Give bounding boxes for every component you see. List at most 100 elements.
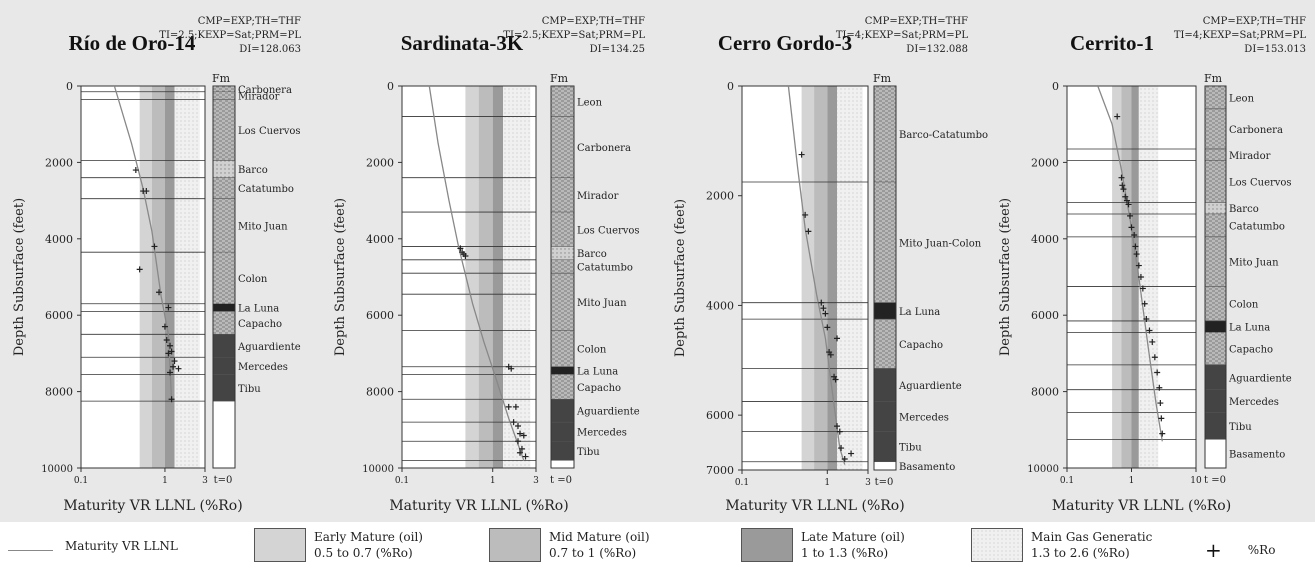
y-tick-label: 4000 [366, 233, 394, 246]
strat-layer [212, 91, 236, 100]
ro-data-point [161, 323, 168, 330]
strat-column-header: Fm [1204, 72, 1223, 85]
chart-title: Sardinata-3K [401, 31, 524, 55]
formation-label: Colon [238, 274, 268, 285]
x-tick-label: 3 [533, 476, 539, 486]
formation-label: Aguardiente [237, 342, 301, 353]
chart-title: Río de Oro-14 [69, 31, 196, 55]
ro-data-point [165, 350, 172, 357]
ro-data-point [1132, 243, 1139, 250]
strat-layer [550, 330, 575, 368]
ro-data-point [167, 342, 174, 349]
ro-data-point [1143, 316, 1150, 323]
ro-data-point [1131, 231, 1138, 238]
ro-data-point [132, 167, 139, 174]
strat-layer [550, 421, 575, 442]
plot-frame [80, 85, 206, 469]
formation-label: La Luna [1229, 323, 1270, 334]
ro-data-point [1125, 201, 1132, 208]
formation-label: Barco [1229, 204, 1259, 215]
strat-layer [212, 334, 236, 358]
legend-label: Mid Mature (oil) 0.7 to 1 (%Ro) [549, 530, 650, 560]
zone-late-mature [1131, 86, 1139, 468]
strat-layer [212, 99, 236, 161]
x-tick-label: 0.1 [735, 478, 749, 488]
y-tick-label: 10000 [41, 464, 73, 475]
legend: Maturity VR LLNL Early Mature (oil) 0.5 t… [0, 522, 1315, 577]
formation-label: Mirador [577, 191, 619, 202]
ro-data-point [1137, 274, 1144, 280]
strat-layer [1204, 332, 1227, 366]
formation-label: Colon [577, 345, 607, 356]
formation-label: Mercedes [577, 428, 627, 439]
y-axis-label: Depth Subsurface (feet) [673, 199, 688, 357]
ro-data-point [1114, 113, 1121, 120]
y-tick-label: 10000 [362, 464, 394, 475]
strat-layer [550, 85, 575, 117]
formation-label: Basamento [1229, 450, 1285, 461]
x-tick-label: 1 [162, 476, 168, 486]
y-tick-label: 8000 [45, 386, 73, 399]
strat-layer [1204, 108, 1227, 150]
ro-data-point [1141, 300, 1148, 307]
strat-layer [873, 461, 897, 471]
zone-mid-mature [1121, 86, 1132, 468]
formation-label: Mirador [238, 92, 280, 103]
maturity-curve [113, 85, 173, 402]
strat-layer [212, 311, 236, 335]
strat-layer [873, 401, 897, 432]
chart-params: TI=4;KEXP=Sat;PRM=PL [836, 30, 969, 41]
ro-data-point [156, 289, 163, 296]
legend-marker-symbol: + [1205, 538, 1222, 562]
strat-layer [1204, 439, 1227, 469]
legend-item: Early Mature (oil) 0.5 to 0.7 (%Ro) [254, 528, 423, 562]
strat-layer [1204, 320, 1227, 333]
legend-swatch [489, 528, 541, 562]
y-axis-label: Depth Subsurface (feet) [333, 198, 348, 356]
x-axis-label: Maturity VR LLNL (%Ro) [725, 498, 904, 514]
ro-data-point [505, 403, 512, 410]
strat-layer [550, 177, 575, 213]
ro-data-point [515, 422, 522, 429]
strat-layer [550, 246, 575, 261]
ro-data-point [517, 430, 524, 437]
chart-params: TI=2.5;KEXP=Sat;PRM=PL [159, 30, 301, 41]
strat-layer [1204, 412, 1227, 440]
chart-title: Cerrito-1 [1070, 31, 1154, 55]
strat-column-footer: t =0 [550, 475, 572, 486]
y-tick-label: 4000 [1031, 233, 1059, 246]
y-tick-label: 8000 [1031, 386, 1059, 399]
x-axis-label: Maturity VR LLNL (%Ro) [63, 498, 242, 514]
chart-params: CMP=EXP;TH=THF [1203, 16, 1306, 27]
legend-item: Late Mature (oil) 1 to 1.3 (%Ro) [741, 528, 905, 562]
x-tick-label: 3 [865, 478, 871, 488]
chart-params: TI=4;KEXP=Sat;PRM=PL [1174, 30, 1307, 41]
formation-label: La Luna [899, 307, 940, 318]
strat-column-header: Fm [212, 72, 231, 85]
strat-layer [212, 251, 236, 304]
ro-data-point [820, 305, 827, 312]
ro-data-point [827, 351, 834, 358]
strat-column-frame [212, 85, 236, 469]
chart-params: CMP=EXP;TH=THF [865, 16, 968, 27]
zone-mid-mature [814, 86, 828, 470]
ro-data-point [1123, 197, 1130, 204]
strat-layer [1204, 389, 1227, 413]
formation-label: Aguardiente [1228, 373, 1292, 384]
strat-layer [212, 374, 236, 402]
ro-data-point [512, 403, 519, 410]
ro-data-point [1139, 285, 1146, 292]
ro-data-point [1158, 415, 1165, 422]
ro-data-point [1133, 251, 1140, 258]
formation-label: Catatumbo [238, 184, 294, 195]
y-tick-label: 2000 [706, 190, 734, 203]
ro-data-point [834, 335, 841, 342]
maturity-curve [787, 85, 846, 465]
formation-label: Catatumbo [1229, 221, 1285, 232]
zone-early-mature [1112, 86, 1122, 468]
formation-label: Tibu [577, 447, 600, 458]
formation-label: Aguardiente [576, 407, 640, 418]
zone-early-mature [801, 86, 815, 470]
formation-label: Capacho [1229, 345, 1273, 356]
